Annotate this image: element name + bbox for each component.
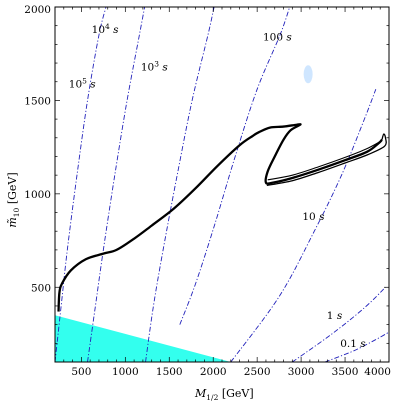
boundary-loop-outer bbox=[266, 133, 387, 187]
boundary-curve bbox=[57, 123, 383, 312]
y-axis-title: m̃10 [GeV] bbox=[6, 172, 21, 227]
lifetime-contour-6 bbox=[324, 331, 389, 362]
lifetime-label-5: 1 s bbox=[327, 310, 343, 322]
x-axis-title: M1/2 [GeV] bbox=[194, 387, 254, 402]
lifetime-contour-3 bbox=[179, 7, 291, 325]
lifetime-label-3: 100 s bbox=[263, 32, 292, 44]
y-tick-label: 1000 bbox=[24, 189, 51, 201]
lifetime-contour-4 bbox=[230, 89, 377, 362]
x-tick-label: 500 bbox=[71, 366, 91, 378]
lifetime-label-4: 10 s bbox=[302, 211, 325, 223]
lifetime-labels: 105 s 104 s 103 s 100 s 10 s 1 s 0.1 s bbox=[69, 22, 366, 350]
lifetime-label-1: 104 s bbox=[92, 22, 119, 36]
axis-tick-labels: 500 1000 1500 2000 2500 3000 3500 4000 500 1000 15… bbox=[24, 4, 391, 378]
plot-frame bbox=[54, 6, 390, 363]
axis-ticks bbox=[54, 6, 390, 363]
lifetime-label-6: 0.1 s bbox=[340, 338, 366, 350]
lifetime-contour-1 bbox=[87, 7, 146, 362]
lifetime-contour-0 bbox=[55, 7, 107, 362]
excluded-region bbox=[55, 315, 231, 362]
y-tick-label: 500 bbox=[31, 282, 51, 294]
lifetime-contour-5 bbox=[292, 286, 386, 362]
lifetime-label-2: 103 s bbox=[141, 60, 168, 74]
lifetime-label-0: 105 s bbox=[69, 76, 96, 90]
y-tick-label: 2000 bbox=[24, 4, 51, 16]
x-tick-label: 3500 bbox=[332, 366, 359, 378]
x-tick-label: 2000 bbox=[200, 366, 227, 378]
x-tick-label: 1500 bbox=[156, 366, 183, 378]
x-tick-label: 3000 bbox=[288, 366, 315, 378]
x-tick-label: 1000 bbox=[112, 366, 139, 378]
x-tick-label: 4000 bbox=[364, 366, 391, 378]
boundary-loop-inner bbox=[267, 141, 381, 181]
plot-content bbox=[55, 7, 389, 362]
y-tick-label: 1500 bbox=[24, 95, 51, 107]
x-tick-label: 2500 bbox=[244, 366, 271, 378]
highlight-blob bbox=[303, 65, 313, 84]
